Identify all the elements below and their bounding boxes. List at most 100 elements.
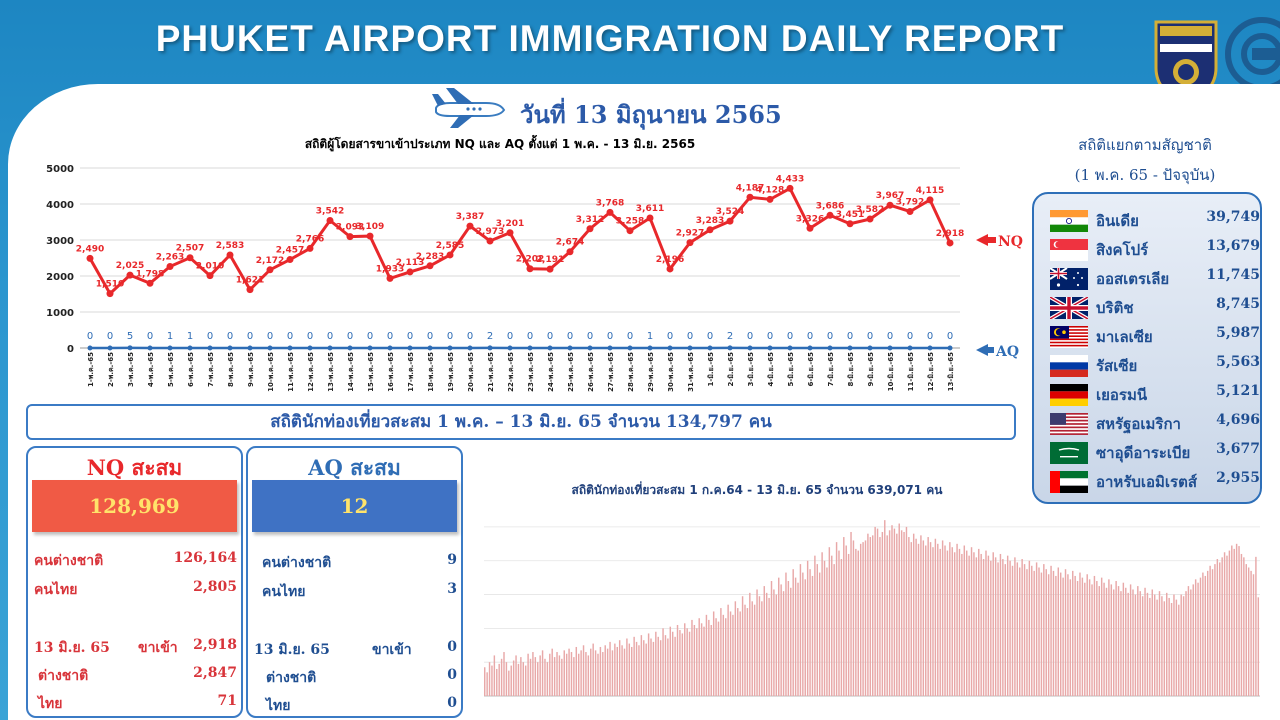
cumulative-bar: [696, 628, 698, 696]
aq-point: [607, 345, 613, 351]
nq-data-label: 2,457: [276, 246, 304, 256]
x-tick-label: 31-พ.ค.-65: [687, 352, 695, 392]
aq-data-label: 0: [407, 331, 413, 342]
nq-data-label: 2,202: [516, 255, 544, 265]
cumulative-bar: [1156, 599, 1158, 696]
nationality-row: ซาอุดีอาระเบีย 3,677: [1050, 438, 1260, 467]
cumulative-bar: [773, 589, 775, 696]
total-tourists-banner: สถิตินักท่องเที่ยวสะสม 1 พ.ค. – 13 มิ.ย.…: [26, 404, 1016, 440]
cumulative-bar: [785, 572, 787, 696]
cumulative-bar: [611, 650, 614, 696]
nationality-value: 39,749: [1206, 209, 1260, 225]
nq-day-thai-label: ไทย: [38, 696, 63, 712]
cumulative-bar: [857, 550, 859, 696]
australia-flag-icon: [1049, 267, 1088, 290]
cumulative-bar: [549, 653, 551, 696]
nq-arrow-icon: [976, 234, 996, 246]
x-tick-label: 2-มิ.ย.-65: [727, 352, 735, 387]
cumulative-bar: [577, 653, 580, 696]
nq-point: [366, 232, 374, 240]
aq-point: [767, 345, 773, 351]
cumulative-bar: [965, 550, 968, 696]
x-tick-label: 1-พ.ค.-65: [87, 352, 95, 387]
cumulative-bar: [1055, 575, 1057, 696]
nq-point: [326, 216, 334, 224]
nationality-value: 5,987: [1216, 325, 1260, 341]
nationality-value: 13,679: [1206, 238, 1260, 254]
aq-point: [707, 345, 713, 351]
cumulative-bar: [662, 628, 664, 696]
nq-data-label: 3,967: [876, 191, 904, 201]
aq-day-foreign-value: 0: [447, 667, 457, 683]
nq-point: [706, 226, 714, 234]
cumulative-bar: [792, 569, 794, 696]
aq-data-label: 0: [227, 331, 233, 342]
singapore-flag-icon: [1050, 239, 1088, 261]
cumulative-bar: [1093, 575, 1096, 696]
nq-foreign-value: 126,164: [173, 550, 237, 566]
aq-point: [407, 345, 413, 351]
nationality-heading-line2: (1 พ.ค. 65 - ปัจจุบัน): [1074, 166, 1216, 184]
x-tick-label: 10-มิ.ย.-65: [887, 352, 895, 391]
nq-data-label: 2,583: [216, 241, 244, 251]
x-tick-label: 21-พ.ค.-65: [487, 352, 495, 392]
aq-data-label: 0: [507, 331, 513, 342]
aq-series-label: AQ: [995, 344, 1019, 360]
nq-data-label: 2,927: [676, 229, 704, 239]
aq-point: [307, 345, 313, 351]
nq-data-label: 1,798: [136, 269, 164, 279]
aq-point: [787, 345, 793, 351]
nq-point: [926, 196, 934, 204]
aq-arrival-label: ขาเข้า: [372, 642, 412, 658]
nq-point: [466, 222, 474, 230]
cumulative-bar: [652, 641, 655, 696]
cumulative-bar: [1206, 570, 1209, 696]
cumulative-bar: [763, 586, 765, 696]
cumulative-bar: [927, 537, 929, 696]
nq-point: [106, 290, 114, 298]
nq-data-label: 4,128: [756, 185, 784, 195]
aq-data-label: 0: [607, 331, 613, 342]
cumulative-bar: [1009, 560, 1011, 696]
cumulative-bar: [643, 640, 645, 696]
nq-data-label: 3,451: [836, 210, 864, 220]
x-tick-label: 8-พ.ค.-65: [227, 352, 235, 387]
cumulative-bar: [872, 535, 874, 696]
nq-point: [586, 225, 594, 233]
cumulative-bar: [756, 589, 758, 696]
cumulative-bar: [614, 643, 616, 696]
cumulative-bar: [975, 557, 978, 696]
nq-point: [766, 195, 774, 203]
cumulative-bar: [650, 638, 652, 696]
x-tick-label: 24-พ.ค.-65: [547, 352, 555, 392]
aq-foreign-label: คนต่างชาติ: [262, 555, 332, 571]
nationality-row: มาเลเซีย 5,987: [1050, 322, 1260, 351]
cumulative-bar: [843, 537, 845, 696]
cumulative-bar: [809, 569, 811, 696]
nationality-row: สหรัฐอเมริกา 4,696: [1050, 409, 1260, 438]
nq-point: [806, 224, 814, 232]
nq-data-label: 3,201: [496, 219, 524, 229]
cumulative-bar: [551, 648, 553, 696]
cumulative-bar: [838, 550, 840, 696]
cumulative-bar: [638, 645, 640, 696]
cumulative-bar: [806, 560, 809, 696]
nq-point: [246, 286, 254, 294]
cumulative-bar: [1088, 579, 1091, 696]
cumulative-bar: [1194, 579, 1197, 696]
cumulative-bar: [956, 543, 958, 696]
nq-data-label: 2,196: [656, 255, 684, 265]
nationality-value: 5,563: [1216, 354, 1260, 370]
nq-point: [546, 265, 554, 273]
nq-point: [646, 214, 654, 222]
cumulative-bar: [590, 648, 592, 696]
nq-thai-value: 2,805: [193, 579, 237, 595]
cumulative-bar: [703, 626, 705, 696]
cumulative-bar: [534, 657, 537, 696]
cumulative-bar: [1047, 574, 1050, 696]
cumulative-bar: [1137, 586, 1139, 696]
nationality-row: เยอรมนี 5,121: [1050, 380, 1260, 409]
cumulative-bar: [1105, 587, 1108, 696]
aq-day-thai-label: ไทย: [266, 698, 291, 714]
cumulative-bar: [934, 538, 937, 696]
